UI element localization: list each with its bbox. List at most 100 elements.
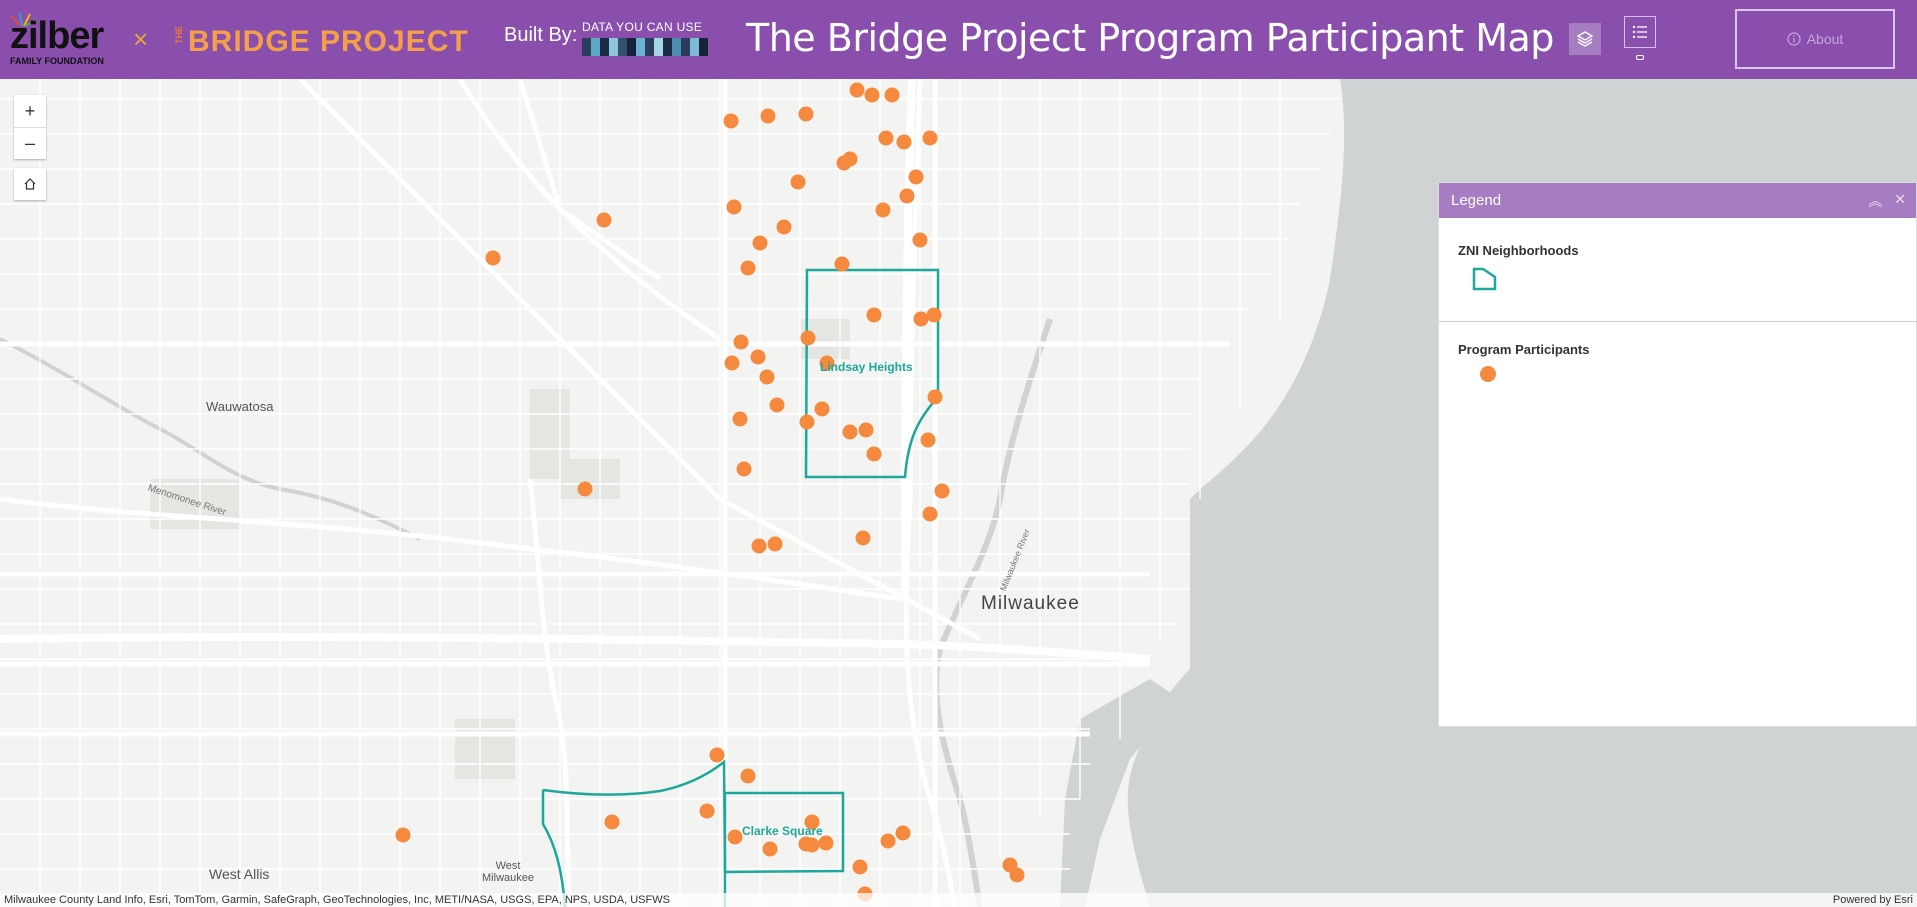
participant-point[interactable] bbox=[814, 401, 830, 417]
participant-point[interactable] bbox=[767, 536, 783, 552]
zoom-control: + – bbox=[14, 95, 46, 159]
participant-point[interactable] bbox=[818, 835, 834, 851]
participant-points bbox=[395, 82, 1025, 902]
layers-icon bbox=[1576, 31, 1594, 47]
legend-section-zni-neighborhoods: ZNI Neighborhoods bbox=[1458, 243, 1579, 258]
participant-point[interactable] bbox=[912, 232, 928, 248]
participant-point[interactable] bbox=[699, 803, 715, 819]
participant-point[interactable] bbox=[740, 260, 756, 276]
participant-point[interactable] bbox=[927, 389, 943, 405]
legend-header: Legend ︽ ✕ bbox=[1439, 183, 1916, 218]
logo-separator: × bbox=[133, 24, 149, 54]
participant-point[interactable] bbox=[799, 414, 815, 430]
participant-point[interactable] bbox=[800, 330, 816, 346]
orange-circle-icon bbox=[1480, 366, 1496, 382]
participant-point[interactable] bbox=[733, 334, 749, 350]
participant-point[interactable] bbox=[752, 235, 768, 251]
zoom-in-button[interactable]: + bbox=[24, 100, 36, 121]
participant-point[interactable] bbox=[866, 446, 882, 462]
dycu-logo-text: DATA YOU CAN USE bbox=[582, 20, 703, 34]
zilber-burst-icon bbox=[11, 12, 37, 26]
zilber-logo-word: zilber bbox=[10, 15, 104, 57]
participant-point[interactable] bbox=[842, 424, 858, 440]
place-label-wauwatosa: Wauwatosa bbox=[206, 399, 274, 414]
participant-point[interactable] bbox=[899, 188, 915, 204]
active-indicator bbox=[1636, 55, 1644, 60]
dycu-logo-bars bbox=[582, 38, 708, 56]
neighborhood-label-lindsay-heights: Lindsay Heights bbox=[820, 360, 913, 374]
legend-panel: Legend ︽ ✕ ZNI Neighborhoods Program Par… bbox=[1438, 182, 1917, 727]
participant-point[interactable] bbox=[596, 212, 612, 228]
page-title: The Bridge Project Program Participant M… bbox=[746, 16, 1554, 60]
neighborhood-label-clarke-square: Clarke Square bbox=[742, 824, 823, 838]
place-label-west-milwaukee: West Milwaukee bbox=[482, 860, 534, 884]
participant-point[interactable] bbox=[855, 530, 871, 546]
home-button[interactable] bbox=[14, 168, 46, 200]
participant-point[interactable] bbox=[864, 87, 880, 103]
participant-point[interactable] bbox=[740, 768, 756, 784]
city-label-milwaukee: Milwaukee bbox=[981, 593, 1080, 614]
participant-point[interactable] bbox=[913, 311, 929, 327]
participant-point[interactable] bbox=[790, 174, 806, 190]
legend-section-program-participants: Program Participants bbox=[1458, 342, 1590, 357]
close-icon[interactable]: ✕ bbox=[1894, 191, 1906, 207]
powered-by-esri: Powered by Esri bbox=[1832, 894, 1913, 906]
participant-point[interactable] bbox=[920, 432, 936, 448]
participant-point[interactable] bbox=[842, 151, 858, 167]
participant-point[interactable] bbox=[776, 219, 792, 235]
participant-point[interactable] bbox=[880, 833, 896, 849]
participant-point[interactable] bbox=[726, 199, 742, 215]
participant-point[interactable] bbox=[934, 483, 950, 499]
participant-point[interactable] bbox=[762, 841, 778, 857]
participant-point[interactable] bbox=[922, 506, 938, 522]
participant-point[interactable] bbox=[804, 837, 820, 853]
bridge-project-logo: THE BRIDGE PROJECT bbox=[174, 22, 468, 62]
participant-point[interactable] bbox=[878, 130, 894, 146]
participant-point[interactable] bbox=[395, 827, 411, 843]
participant-point[interactable] bbox=[884, 87, 900, 103]
participant-point[interactable] bbox=[485, 250, 501, 266]
built-by-label: Built By: bbox=[504, 24, 578, 46]
participant-point[interactable] bbox=[750, 349, 766, 365]
layers-button[interactable] bbox=[1569, 23, 1601, 55]
participant-point[interactable] bbox=[849, 82, 865, 98]
participant-point[interactable] bbox=[926, 307, 942, 323]
about-button[interactable]: About bbox=[1735, 9, 1895, 69]
bridge-logo-the: THE bbox=[174, 26, 184, 44]
participant-point[interactable] bbox=[769, 397, 785, 413]
legend-toggle-button[interactable] bbox=[1624, 16, 1656, 48]
participant-point[interactable] bbox=[709, 747, 725, 763]
participant-point[interactable] bbox=[895, 825, 911, 841]
map-attribution: Milwaukee County Land Info, Esri, TomTom… bbox=[0, 893, 1917, 907]
collapse-icon[interactable]: ︽ bbox=[1868, 193, 1883, 209]
participant-point[interactable] bbox=[604, 814, 620, 830]
participant-point[interactable] bbox=[896, 134, 912, 150]
participant-point[interactable] bbox=[922, 130, 938, 146]
participant-point[interactable] bbox=[804, 814, 820, 830]
participant-point[interactable] bbox=[577, 481, 593, 497]
attribution-text: Milwaukee County Land Info, Esri, TomTom… bbox=[4, 894, 670, 906]
participant-point[interactable] bbox=[732, 411, 748, 427]
participant-point[interactable] bbox=[798, 106, 814, 122]
info-circle-icon bbox=[1787, 32, 1801, 46]
participant-point[interactable] bbox=[858, 422, 874, 438]
polygon-outline-icon bbox=[1472, 267, 1497, 291]
participant-point[interactable] bbox=[1009, 867, 1025, 883]
participant-point[interactable] bbox=[852, 859, 868, 875]
participant-point[interactable] bbox=[760, 108, 776, 124]
home-icon bbox=[24, 178, 36, 190]
participant-point[interactable] bbox=[751, 538, 767, 554]
participant-point[interactable] bbox=[723, 113, 739, 129]
zilber-logo-sub: FAMILY FOUNDATION bbox=[10, 56, 104, 66]
participant-point[interactable] bbox=[908, 169, 924, 185]
participant-point[interactable] bbox=[736, 461, 752, 477]
zoom-out-button[interactable]: – bbox=[14, 127, 46, 159]
participant-point[interactable] bbox=[834, 256, 850, 272]
participant-point[interactable] bbox=[875, 202, 891, 218]
participant-point[interactable] bbox=[759, 369, 775, 385]
participant-point[interactable] bbox=[724, 355, 740, 371]
participant-point[interactable] bbox=[819, 355, 835, 371]
participant-point[interactable] bbox=[866, 307, 882, 323]
legend-title: Legend bbox=[1451, 192, 1502, 209]
participant-point[interactable] bbox=[727, 829, 743, 845]
